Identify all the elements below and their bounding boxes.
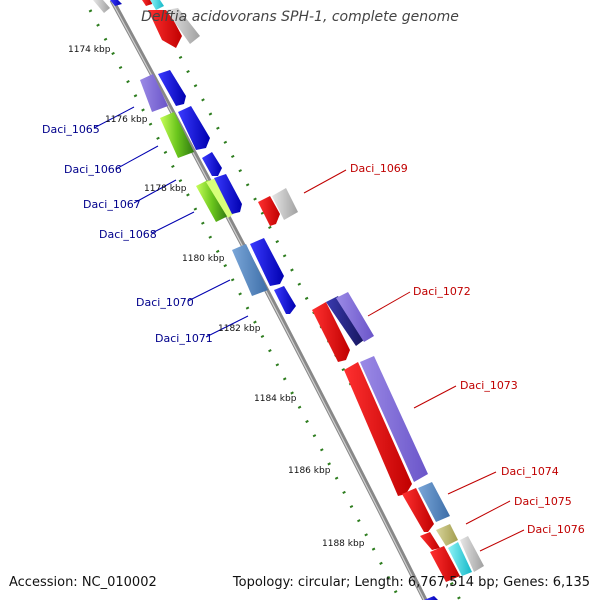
- gene-arrow: [360, 356, 428, 482]
- gene-arrow: [166, 8, 200, 44]
- kbp-tick-1174: 1174 kbp: [68, 45, 111, 55]
- gene-arrow: [150, 0, 164, 10]
- gene-label-daci-1073[interactable]: Daci_1073: [460, 379, 518, 392]
- gene-label-daci-1072[interactable]: Daci_1072: [413, 285, 471, 298]
- gene-arrow-daci-1075: [436, 524, 458, 546]
- gene-arrow: [424, 596, 438, 600]
- gene-arrow: [142, 0, 152, 6]
- kbp-tick-1182: 1182 kbp: [218, 324, 261, 334]
- gene-arrow: [448, 542, 472, 576]
- gene-label-daci-1068[interactable]: Daci_1068: [99, 228, 157, 241]
- gene-arrow-daci-1069: [258, 196, 280, 226]
- gene-arrow-daci-1071: [274, 286, 296, 314]
- kbp-tick-1178: 1178 kbp: [144, 184, 187, 194]
- gene-arrow: [326, 296, 364, 346]
- gene-arrow: [214, 174, 242, 214]
- gene-arrow-daci-1072: [312, 302, 350, 362]
- gene-label-daci-1069[interactable]: Daci_1069: [350, 162, 408, 175]
- gene-label-daci-1070[interactable]: Daci_1070: [136, 296, 194, 309]
- gene-arrow: [178, 106, 210, 150]
- leader-lines: [93, 106, 525, 552]
- gene-arrow: [158, 70, 186, 106]
- gene-label-daci-1074[interactable]: Daci_1074: [501, 465, 559, 478]
- kbp-tick-1176: 1176 kbp: [105, 115, 148, 125]
- gene-label-daci-1065[interactable]: Daci_1065: [42, 123, 100, 136]
- gene-label-daci-1066[interactable]: Daci_1066: [64, 163, 122, 176]
- gene-label-daci-1067[interactable]: Daci_1067: [83, 198, 141, 211]
- gene-label-daci-1071[interactable]: Daci_1071: [155, 332, 213, 345]
- kbp-tick-1184: 1184 kbp: [254, 394, 297, 404]
- kbp-tick-1180: 1180 kbp: [182, 254, 225, 264]
- topology-text: Topology: circular; Length: 6,767,514 bp…: [232, 575, 590, 590]
- kbp-tick-1186: 1186 kbp: [288, 466, 331, 476]
- gene-arrow-daci-1070: [232, 244, 268, 296]
- gene-arrow: [93, 0, 110, 13]
- gene-label-daci-1075[interactable]: Daci_1075: [514, 495, 572, 508]
- gene-arrow: [336, 292, 374, 342]
- map-title: Delftia acidovorans SPH-1, complete geno…: [141, 9, 459, 25]
- kbp-tick-1188: 1188 kbp: [322, 539, 365, 549]
- gene-arrow-daci-1065: [140, 74, 168, 112]
- gene-arrow: [110, 0, 122, 6]
- gene-arrow: [460, 536, 484, 572]
- gene-arrow: [250, 238, 284, 286]
- gene-arrow-daci-1074: [402, 488, 434, 532]
- accession-text: Accession: NC_010002: [9, 575, 157, 590]
- gene-arrow-daci-1067: [196, 180, 228, 222]
- gene-arrow: [202, 152, 222, 176]
- gene-arrow: [148, 10, 182, 48]
- gene-arrow-daci-1073: [344, 362, 412, 496]
- gene-label-daci-1076[interactable]: Daci_1076: [527, 523, 585, 536]
- gene-arrow: [418, 482, 450, 522]
- gene-arrow-daci-1076: [420, 532, 440, 550]
- gene-arrow-daci-1068: [206, 178, 236, 218]
- gene-arrow: [272, 188, 298, 220]
- gene-arrow-daci-1066: [160, 112, 194, 158]
- gene-arrow: [430, 546, 460, 582]
